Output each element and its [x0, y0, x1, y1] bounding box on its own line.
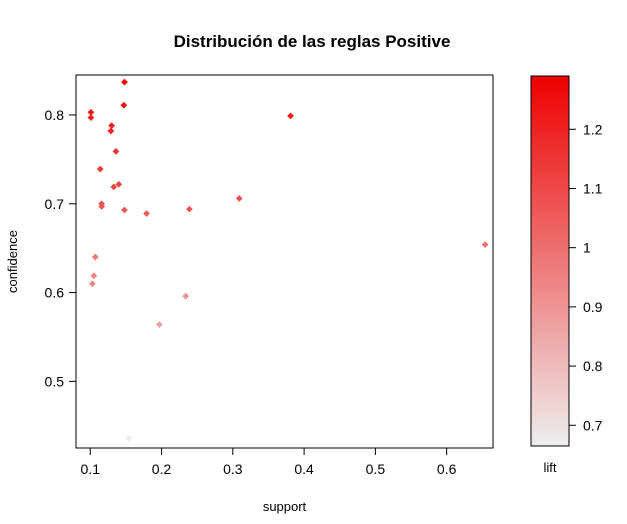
data-point [235, 195, 243, 202]
data-point [88, 280, 96, 288]
y-axis-label: confidence [5, 230, 20, 293]
data-point [96, 165, 104, 173]
data-point [143, 210, 150, 217]
data-point [87, 114, 95, 122]
y-tick-label: 0.7 [45, 196, 65, 212]
color-tick-label: 0.8 [583, 358, 603, 374]
x-axis: 0.1 0.2 0.3 0.4 0.5 0.6 [81, 448, 457, 477]
data-point [185, 205, 193, 213]
color-tick-label: 0.9 [583, 299, 603, 315]
plot-frame [75, 74, 494, 449]
data-point [120, 101, 128, 109]
color-scale-bar [530, 75, 570, 447]
data-point [108, 122, 116, 130]
data-point [112, 147, 120, 155]
color-tick-label: 1.1 [583, 180, 603, 196]
data-point [481, 241, 489, 249]
data-point [156, 321, 163, 328]
x-tick-label: 0.2 [152, 461, 172, 477]
y-axis: 0.5 0.6 0.7 0.8 [45, 107, 76, 389]
chart-title: Distribución de las reglas Positive [174, 32, 451, 51]
data-point [125, 434, 133, 442]
color-scale-axis: 0.7 0.8 0.9 1 1.1 1.2 [569, 121, 603, 433]
color-tick-label: 1.2 [583, 121, 603, 137]
color-tick-label: 0.7 [583, 417, 603, 433]
x-tick-label: 0.4 [294, 461, 314, 477]
data-points [87, 78, 489, 442]
data-point [115, 180, 123, 188]
y-tick-label: 0.5 [45, 373, 65, 389]
color-scale-label: lift [544, 460, 557, 475]
x-axis-label: support [263, 499, 307, 514]
x-tick-label: 0.1 [81, 461, 101, 477]
x-tick-label: 0.6 [437, 461, 457, 477]
color-tick-label: 1 [583, 240, 591, 256]
data-point [182, 292, 190, 300]
y-tick-label: 0.8 [45, 107, 65, 123]
data-point [121, 206, 128, 214]
data-point [98, 200, 106, 208]
data-point [110, 183, 118, 191]
data-point [121, 78, 128, 86]
y-tick-label: 0.6 [45, 285, 65, 301]
data-point [90, 272, 98, 280]
data-point [91, 253, 99, 261]
data-point [287, 112, 294, 120]
x-tick-label: 0.5 [366, 461, 386, 477]
x-tick-label: 0.3 [223, 461, 243, 477]
data-point [87, 108, 95, 116]
data-point [107, 127, 115, 135]
